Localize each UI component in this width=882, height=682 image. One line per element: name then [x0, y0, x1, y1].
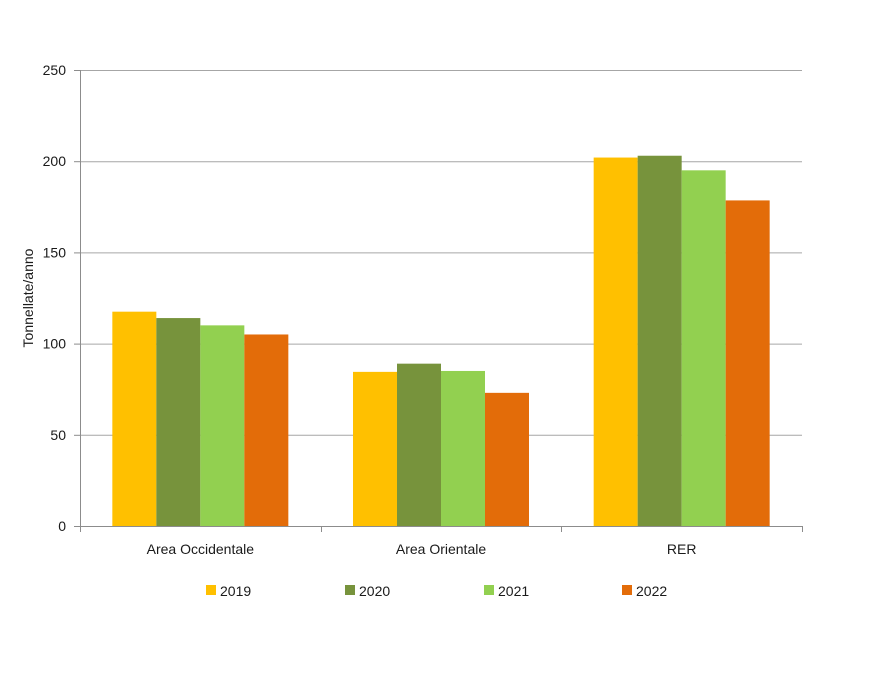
legend: 2019 2020 2021 2022 — [206, 583, 667, 599]
legend-swatch-2020 — [345, 585, 355, 595]
y-tick-label: 150 — [43, 244, 67, 260]
bar-2020-area-orientale — [397, 363, 441, 526]
legend-label-2021: 2021 — [498, 583, 529, 599]
bar-2022-area-occidentale — [244, 334, 289, 526]
bar-2022-rer — [725, 200, 770, 526]
y-tick-label: 200 — [43, 153, 67, 169]
y-tick-label: 100 — [43, 336, 67, 352]
bar-2019-area-orientale — [353, 371, 397, 526]
legend-label-2019: 2019 — [220, 583, 251, 599]
bar-2020-area-occidentale — [156, 318, 201, 526]
legend-swatch-2019 — [206, 585, 216, 595]
bar-2019-rer — [593, 157, 638, 526]
x-category-label: RER — [667, 541, 697, 557]
y-tick-label: 50 — [50, 427, 66, 443]
y-tick-label: 250 — [43, 62, 67, 78]
bar-2021-area-occidentale — [200, 325, 245, 526]
bar-2020-rer — [637, 155, 682, 526]
axes — [80, 70, 803, 532]
x-category-labels: Area Occidentale Area Orientale RER — [147, 541, 697, 557]
legend-swatch-2022 — [622, 585, 632, 595]
legend-label-2020: 2020 — [359, 583, 390, 599]
bar-2019-area-occidentale — [112, 311, 157, 526]
legend-label-2022: 2022 — [636, 583, 667, 599]
y-axis-label: Tonnellate/anno — [20, 248, 36, 347]
bars — [112, 155, 770, 526]
x-category-label: Area Occidentale — [147, 541, 255, 557]
x-category-label: Area Orientale — [396, 541, 486, 557]
y-tick-label: 0 — [58, 518, 66, 534]
bar-2022-area-orientale — [485, 392, 529, 526]
legend-swatch-2021 — [484, 585, 494, 595]
bar-2021-rer — [681, 170, 726, 526]
y-tick-labels: 0 50 100 150 200 250 — [43, 62, 67, 534]
bar-2021-area-orientale — [441, 370, 485, 526]
